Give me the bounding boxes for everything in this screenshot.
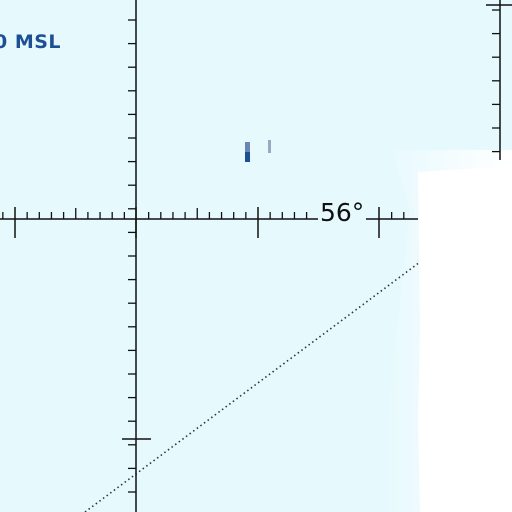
obstruction-symbol-small [268,140,271,153]
land-area-core [418,166,512,512]
obstruction-symbol [245,152,250,162]
latitude-minor-ticks [2,208,405,219]
meridian-minor-ticks [128,9,500,493]
msl-altitude-label: 0 MSL [0,31,62,53]
latitude-label: 56° [318,198,367,228]
